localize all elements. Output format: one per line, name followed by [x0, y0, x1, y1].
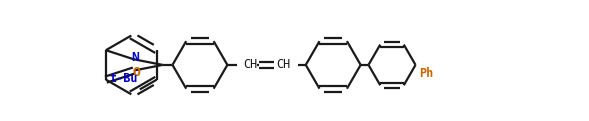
Text: t-Bu: t-Bu	[110, 72, 138, 84]
Text: N: N	[131, 51, 139, 64]
Text: CH: CH	[243, 58, 257, 71]
Text: O: O	[133, 66, 141, 79]
Text: CH: CH	[276, 58, 290, 71]
Text: Ph: Ph	[419, 67, 434, 80]
